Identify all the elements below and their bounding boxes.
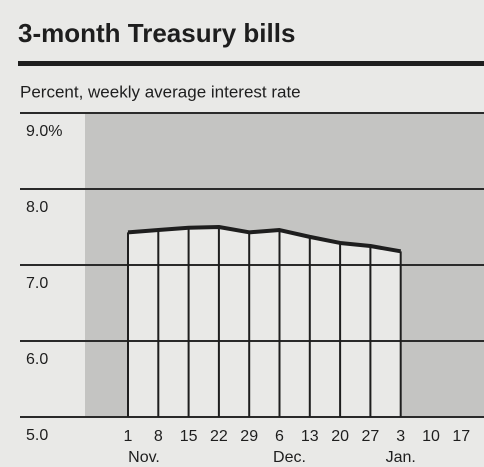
x-tick-label: 29 <box>240 428 258 445</box>
x-tick-label: 22 <box>210 428 228 445</box>
y-tick-label: 7.0 <box>26 275 48 292</box>
y-tick-label: 9.0% <box>26 123 62 140</box>
x-tick-label: 27 <box>362 428 380 445</box>
x-tick-label: 8 <box>154 428 163 445</box>
x-tick-label: 10 <box>422 428 440 445</box>
x-tick-label: 3 <box>396 428 405 445</box>
area <box>128 227 401 417</box>
month-label: Jan. <box>386 449 416 466</box>
chart-subtitle: Percent, weekly average interest rate <box>20 82 301 101</box>
y-tick-label: 6.0 <box>26 351 48 368</box>
title-rule <box>18 61 484 66</box>
x-tick-label: 15 <box>180 428 198 445</box>
x-tick-label: 1 <box>124 428 133 445</box>
x-tick-label: 20 <box>331 428 349 445</box>
month-label: Dec. <box>273 449 306 466</box>
x-tick-label: 13 <box>301 428 319 445</box>
x-tick-label: 6 <box>275 428 284 445</box>
month-label: Nov. <box>128 449 160 466</box>
chart-title: 3-month Treasury bills <box>18 18 295 48</box>
y-tick-label: 5.0 <box>26 427 48 444</box>
x-tick-label: 17 <box>452 428 470 445</box>
y-tick-label: 8.0 <box>26 199 48 216</box>
line <box>127 225 402 254</box>
